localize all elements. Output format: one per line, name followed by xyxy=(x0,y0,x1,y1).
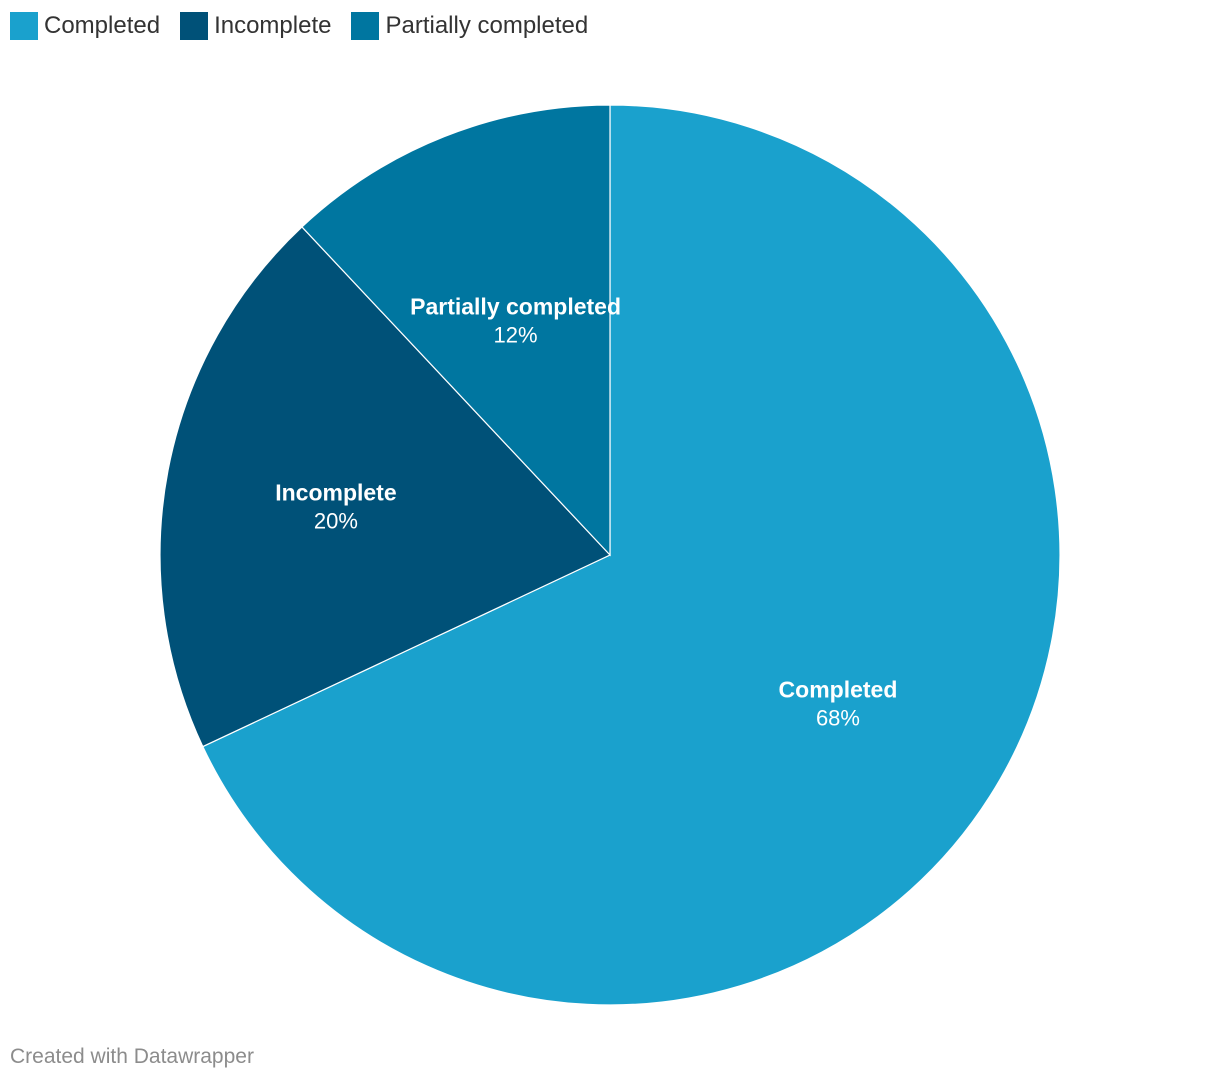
pie-slice-partially-completed xyxy=(301,104,611,557)
pie-slice-incomplete xyxy=(159,226,612,748)
legend-item-completed: Completed xyxy=(10,10,160,42)
pie-slices xyxy=(159,104,1061,1006)
slice-label-incomplete: Incomplete xyxy=(275,480,396,506)
legend-label-partially-completed: Partially completed xyxy=(385,12,589,39)
datawrapper-credit: Created with Datawrapper xyxy=(10,1045,254,1068)
legend-label-incomplete: Incomplete xyxy=(214,12,332,39)
legend-item-partially-completed: Partially completed xyxy=(351,10,588,42)
legend-label-completed: Completed xyxy=(44,12,161,39)
legend-swatch-incomplete xyxy=(180,12,209,40)
pie-slice-completed xyxy=(202,104,1061,1006)
slice-label-partially-completed: Partially completed xyxy=(410,294,621,320)
legend-item-incomplete: Incomplete xyxy=(180,10,331,42)
chart-legend: Completed Incomplete Partially completed xyxy=(10,10,608,42)
legend-swatch-partially-completed xyxy=(351,12,380,40)
slice-value-partially-completed: 12% xyxy=(494,323,538,348)
slice-label-completed: Completed xyxy=(779,677,898,703)
legend-swatch-completed xyxy=(10,12,38,40)
slice-value-incomplete: 20% xyxy=(314,509,358,534)
slice-value-completed: 68% xyxy=(816,706,860,731)
pie-labels: Completed 68% Incomplete 20% Partially compl… xyxy=(275,294,897,731)
